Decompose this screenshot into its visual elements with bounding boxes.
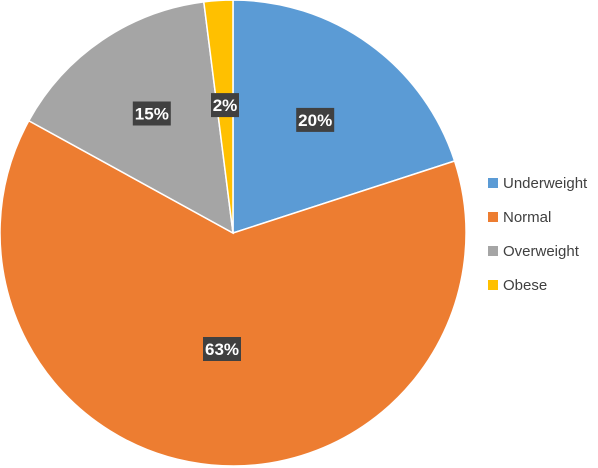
data-label-box-underweight (296, 107, 335, 132)
legend-item-obese: Obese (488, 274, 587, 296)
data-label-overweight: 15% (132, 101, 171, 126)
data-label-underweight: 20% (296, 107, 335, 132)
data-label-obese: 2% (211, 93, 239, 118)
data-label-normal: 63% (203, 337, 241, 361)
data-label-text-underweight: 20% (298, 111, 332, 130)
legend-label-obese: Obese (503, 276, 548, 294)
data-label-text-overweight: 15% (135, 105, 169, 124)
legend-item-normal: Normal (488, 206, 587, 228)
legend-swatch-underweight (488, 178, 498, 188)
legend-swatch-obese (488, 280, 498, 290)
pie-data-labels: 20% 63% 15% 2% (132, 93, 335, 361)
data-label-text-normal: 63% (205, 340, 239, 359)
legend-swatch-overweight (488, 246, 498, 256)
legend-item-underweight: Underweight (488, 172, 587, 194)
data-label-box-obese (211, 93, 239, 118)
data-label-text-obese: 2% (213, 96, 238, 115)
legend: Underweight Normal Overweight Obese (488, 172, 587, 296)
data-label-box-normal (203, 337, 241, 361)
pie-slice-underweight (232, 0, 456, 235)
pie-slice-normal (0, 119, 467, 467)
pie-slice-overweight (27, 1, 234, 235)
data-label-box-overweight (132, 101, 171, 126)
legend-swatch-normal (488, 212, 498, 222)
legend-label-overweight: Overweight (503, 242, 579, 260)
legend-label-normal: Normal (503, 208, 552, 226)
legend-item-overweight: Overweight (488, 240, 587, 262)
pie-slices (0, 0, 467, 467)
legend-label-underweight: Underweight (503, 174, 588, 192)
